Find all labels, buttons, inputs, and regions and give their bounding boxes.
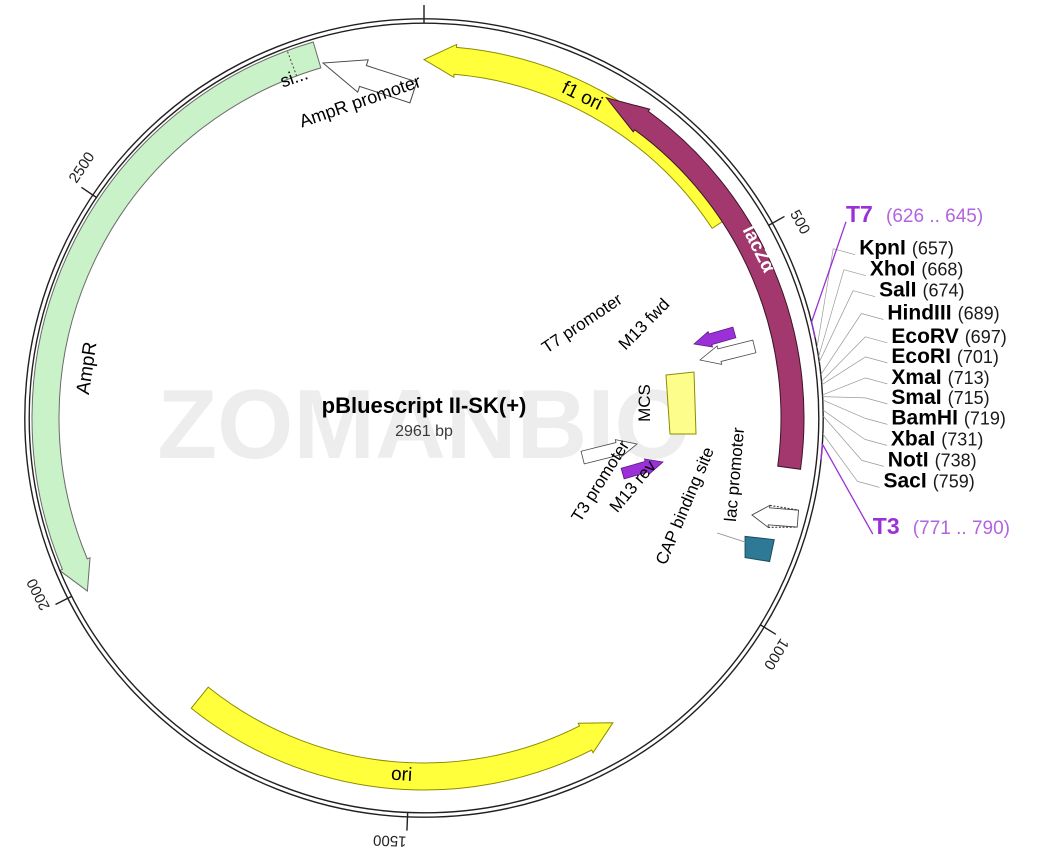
svg-text:pBluescript II-SK(+): pBluescript II-SK(+)	[322, 393, 527, 418]
svg-text:(701): (701)	[957, 347, 999, 367]
svg-text:2961 bp: 2961 bp	[395, 423, 453, 440]
svg-text:KpnI: KpnI	[859, 237, 906, 260]
svg-text:(713): (713)	[948, 368, 990, 388]
svg-text:(771 .. 790): (771 .. 790)	[913, 518, 1010, 539]
svg-text:(657): (657)	[912, 239, 954, 259]
svg-text:HindIII: HindIII	[887, 302, 951, 325]
svg-text:(668): (668)	[921, 260, 963, 280]
svg-text:EcoRI: EcoRI	[891, 345, 951, 368]
svg-text:NotI: NotI	[888, 448, 929, 471]
svg-text:(715): (715)	[948, 388, 990, 408]
svg-text:(738): (738)	[935, 450, 977, 470]
svg-text:XbaI: XbaI	[891, 427, 935, 450]
svg-text:ori: ori	[390, 764, 412, 786]
svg-text:(759): (759)	[933, 471, 975, 491]
svg-text:(674): (674)	[923, 281, 965, 301]
svg-text:(719): (719)	[964, 408, 1006, 428]
svg-text:(731): (731)	[941, 429, 983, 449]
svg-text:XhoI: XhoI	[870, 258, 916, 281]
svg-text:1500: 1500	[373, 831, 407, 847]
svg-text:(626 .. 645): (626 .. 645)	[886, 206, 983, 227]
svg-text:T3: T3	[873, 513, 900, 539]
svg-text:SacI: SacI	[884, 469, 927, 492]
svg-text:MCS: MCS	[635, 384, 654, 422]
svg-text:(689): (689)	[958, 304, 1000, 324]
svg-text:T7: T7	[846, 201, 873, 227]
svg-text:(697): (697)	[965, 327, 1007, 347]
svg-text:BamHI: BamHI	[891, 406, 958, 429]
svg-text:SalI: SalI	[879, 279, 916, 302]
